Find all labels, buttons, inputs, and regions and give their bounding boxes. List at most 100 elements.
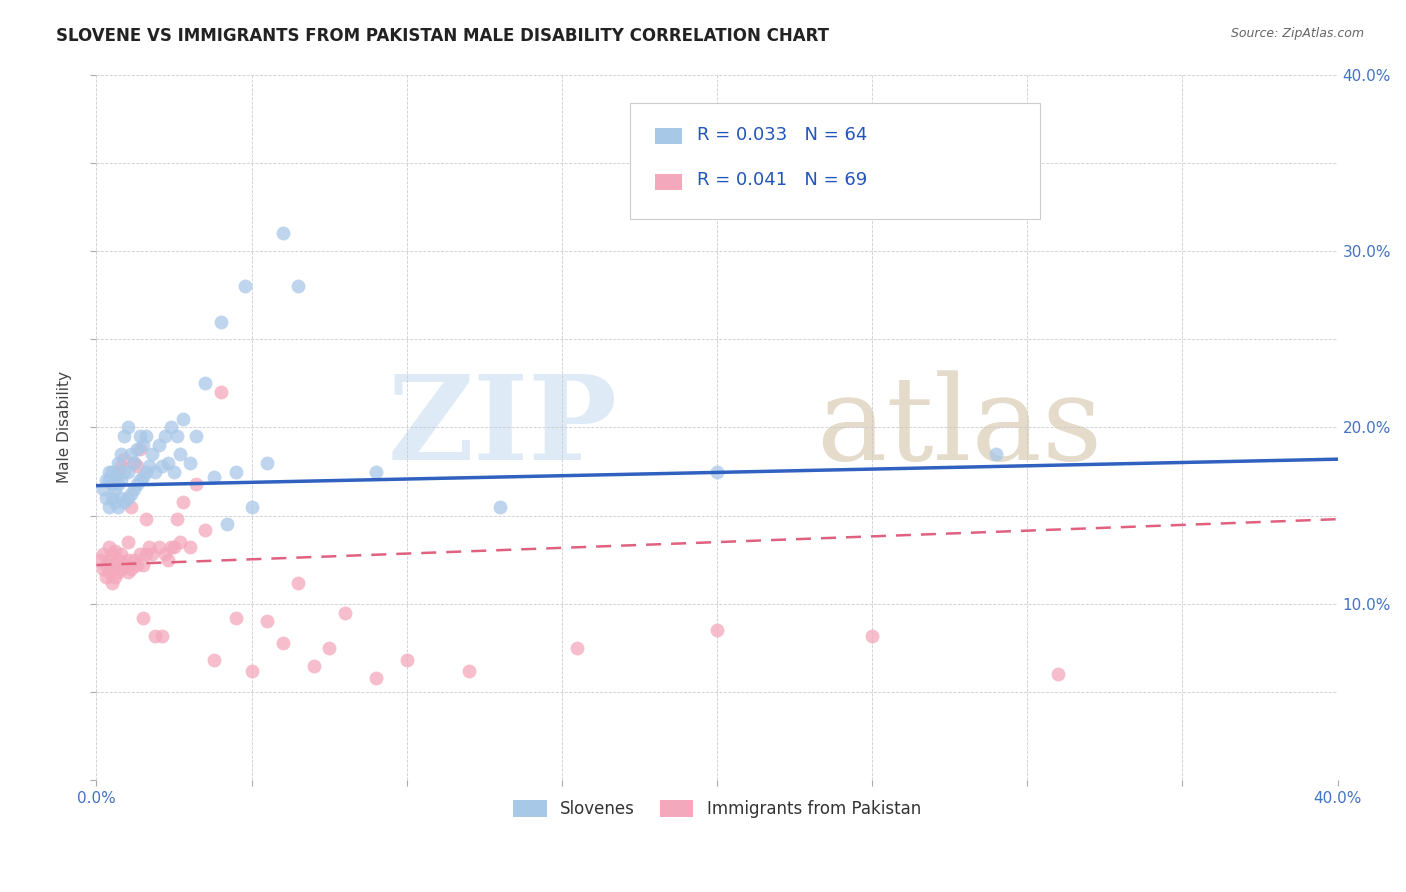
Point: [148, 438, 170, 452]
Point: [166, 429, 188, 443]
Point: [202, 653, 225, 667]
Point: [101, 548, 124, 562]
Legend: Slovenes, Immigrants from Pakistan: Slovenes, Immigrants from Pakistan: [506, 793, 928, 825]
Point: [333, 606, 356, 620]
Point: [184, 429, 207, 443]
Point: [169, 535, 191, 549]
Point: [101, 491, 124, 505]
Point: [135, 548, 157, 562]
Point: [138, 541, 160, 555]
Point: [567, 640, 589, 655]
Point: [122, 456, 145, 470]
Point: [129, 442, 152, 456]
Point: [120, 487, 142, 501]
Point: [318, 640, 340, 655]
Point: [122, 553, 145, 567]
Text: R = 0.033   N = 64: R = 0.033 N = 64: [697, 126, 868, 144]
Point: [179, 456, 201, 470]
Point: [112, 429, 135, 443]
Point: [94, 558, 117, 572]
Point: [271, 635, 294, 649]
Point: [235, 279, 257, 293]
Point: [150, 629, 173, 643]
Point: [104, 482, 127, 496]
Point: [112, 494, 135, 508]
Point: [132, 611, 155, 625]
Point: [120, 561, 142, 575]
Point: [110, 459, 132, 474]
Point: [117, 491, 139, 505]
Point: [101, 465, 124, 479]
Point: [138, 459, 160, 474]
Point: [107, 476, 129, 491]
Point: [172, 411, 194, 425]
Point: [97, 541, 120, 555]
Point: [107, 456, 129, 470]
Point: [240, 500, 263, 514]
FancyBboxPatch shape: [630, 103, 1040, 219]
Point: [150, 459, 173, 474]
Point: [110, 491, 132, 505]
Point: [156, 553, 179, 567]
Point: [489, 500, 512, 514]
Point: [184, 476, 207, 491]
Point: [132, 558, 155, 572]
Text: atlas: atlas: [817, 370, 1102, 484]
FancyBboxPatch shape: [655, 128, 682, 144]
Point: [107, 553, 129, 567]
Point: [225, 611, 247, 625]
Point: [271, 227, 294, 241]
Point: [91, 561, 114, 575]
Point: [364, 465, 387, 479]
Point: [209, 314, 232, 328]
Point: [122, 482, 145, 496]
Point: [117, 465, 139, 479]
Point: [104, 470, 127, 484]
Point: [179, 541, 201, 555]
Point: [194, 376, 217, 391]
Point: [122, 456, 145, 470]
Point: [256, 615, 278, 629]
Point: [107, 500, 129, 514]
Text: ZIP: ZIP: [388, 370, 617, 485]
Point: [110, 447, 132, 461]
Point: [129, 429, 152, 443]
Point: [160, 541, 183, 555]
Point: [160, 420, 183, 434]
Point: [202, 470, 225, 484]
Point: [97, 565, 120, 579]
Point: [117, 553, 139, 567]
Point: [287, 279, 309, 293]
Point: [120, 500, 142, 514]
Point: [148, 541, 170, 555]
Point: [110, 474, 132, 488]
Point: [97, 553, 120, 567]
Point: [97, 465, 120, 479]
Point: [287, 575, 309, 590]
Point: [107, 465, 129, 479]
Y-axis label: Male Disability: Male Disability: [58, 371, 72, 483]
Point: [104, 570, 127, 584]
Point: [104, 558, 127, 572]
Point: [215, 517, 238, 532]
Point: [225, 465, 247, 479]
Point: [125, 442, 148, 456]
Point: [209, 385, 232, 400]
Point: [169, 447, 191, 461]
Point: [110, 548, 132, 562]
Point: [153, 548, 176, 562]
Point: [163, 541, 186, 555]
Point: [112, 558, 135, 572]
Point: [706, 465, 728, 479]
Point: [104, 544, 127, 558]
Point: [112, 465, 135, 479]
Point: [395, 653, 418, 667]
Point: [110, 561, 132, 575]
Point: [101, 476, 124, 491]
Point: [135, 512, 157, 526]
Point: [145, 465, 167, 479]
Point: [125, 558, 148, 572]
Point: [172, 494, 194, 508]
Point: [156, 456, 179, 470]
Point: [302, 658, 325, 673]
